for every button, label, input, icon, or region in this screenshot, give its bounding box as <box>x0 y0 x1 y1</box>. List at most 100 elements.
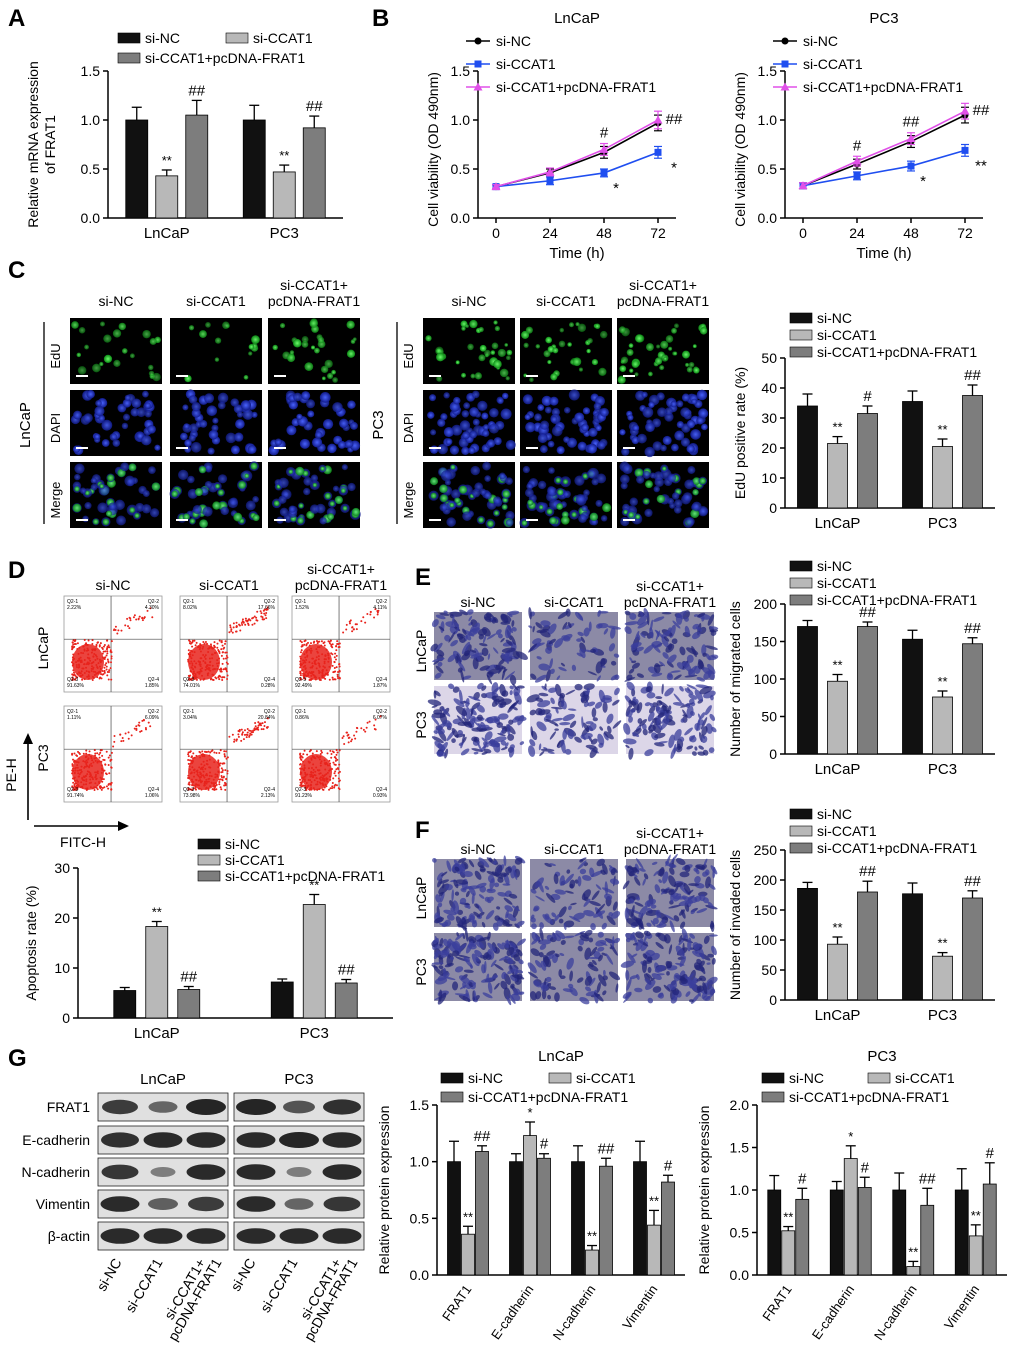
event-dot <box>71 641 74 644</box>
cell-nucleus <box>620 482 628 490</box>
event-dot <box>223 750 226 753</box>
cell-nucleus <box>594 323 601 329</box>
cell-nucleus <box>674 323 679 329</box>
flow-x-arrowhead <box>118 821 129 831</box>
cell-nucleus <box>327 513 335 521</box>
cell-nucleus <box>489 407 499 418</box>
cell-nucleus <box>306 399 316 409</box>
legend-swatch <box>789 808 813 820</box>
event-dot <box>266 608 269 611</box>
cell-nucleus <box>699 327 708 335</box>
cell-nucleus <box>341 464 348 471</box>
event-dot <box>257 728 260 731</box>
significance-mark: # <box>863 388 872 405</box>
event-dot <box>138 724 141 727</box>
event-dot <box>91 639 94 642</box>
event-dot <box>233 738 236 741</box>
transwell-image <box>528 607 621 683</box>
flow-x-label: FITC-H <box>60 834 106 850</box>
quadrant-value: 3.04% <box>183 715 198 721</box>
significance-mark: ** <box>463 1209 473 1224</box>
cell-nucleus <box>235 419 245 429</box>
event-dot <box>104 650 107 653</box>
cell-nucleus <box>478 326 484 333</box>
cell-nucleus <box>575 494 586 505</box>
event-dot <box>219 778 222 781</box>
blot-band <box>236 1132 276 1148</box>
bar <box>302 904 326 1019</box>
cell-nucleus <box>646 343 654 351</box>
event-dot <box>350 740 353 743</box>
cell-nucleus <box>461 372 466 378</box>
column-header: pcDNA-FRAT1 <box>617 293 710 309</box>
panel-label-d: D <box>8 557 25 584</box>
cell-nucleus <box>103 354 113 363</box>
event-dot <box>126 617 129 620</box>
event-cluster <box>188 644 220 680</box>
event-dot <box>191 639 194 642</box>
event-dot <box>110 751 113 754</box>
legend-swatch <box>789 842 813 854</box>
cell-nucleus <box>541 395 552 406</box>
cell-nucleus <box>648 371 653 377</box>
cell-nucleus <box>502 490 510 498</box>
event-dot <box>221 644 224 647</box>
cell-nucleus <box>454 497 461 504</box>
cell-nucleus <box>449 445 460 455</box>
transwell-image <box>620 928 718 1004</box>
event-dot <box>100 677 103 680</box>
event-dot <box>72 781 75 784</box>
event-dot <box>320 749 323 752</box>
event-dot <box>301 644 304 647</box>
event-dot <box>250 731 253 734</box>
cell-nucleus <box>462 431 471 440</box>
cell-nucleus <box>278 477 289 489</box>
blot-band <box>143 1228 183 1244</box>
cell-nucleus <box>347 482 356 492</box>
cell-nucleus <box>563 479 569 485</box>
event-dot <box>135 728 138 731</box>
significance-mark: # <box>986 1145 995 1162</box>
event-dot <box>219 749 222 752</box>
event-dot <box>260 728 263 731</box>
event-dot <box>105 750 108 753</box>
x-tick-label: LnCaP <box>815 1007 861 1024</box>
western-blot: LnCaP PC3 FRAT1 E-cadherin N-cadherin Vimenti… <box>22 1071 365 1343</box>
panel-label-c: C <box>8 257 25 284</box>
event-dot <box>105 665 108 668</box>
event-dot <box>221 676 224 679</box>
cell-nucleus <box>436 352 445 362</box>
event-dot <box>226 678 229 681</box>
cell-nucleus <box>279 507 289 517</box>
cell-nucleus <box>184 439 192 447</box>
legend-entry: si-CCAT1 <box>817 575 877 591</box>
cell-nucleus <box>462 511 472 521</box>
cell-nucleus <box>199 466 207 474</box>
cell-nucleus <box>243 375 249 380</box>
row-header: LnCaP <box>413 630 429 673</box>
cell-nucleus <box>106 510 112 517</box>
cell-nucleus <box>439 503 448 512</box>
cell-nucleus <box>474 372 482 380</box>
cell-nucleus <box>459 420 471 431</box>
column-header: si-CCAT1 <box>544 594 604 610</box>
significance-mark: * <box>848 1129 853 1144</box>
cell-nucleus <box>461 446 470 455</box>
blot-band <box>323 1196 361 1212</box>
cell-nucleus <box>628 343 634 348</box>
cell-nucleus <box>334 495 343 504</box>
event-dot <box>254 721 257 724</box>
cell-nucleus <box>288 469 293 474</box>
cell-nucleus <box>108 502 117 511</box>
event-dot <box>132 616 135 619</box>
blot-band <box>186 1164 226 1180</box>
event-dot <box>91 678 94 681</box>
cell-nucleus <box>656 494 665 504</box>
micrograph <box>423 390 516 456</box>
cell-nucleus <box>445 438 453 446</box>
cell-nucleus <box>653 485 660 493</box>
cell-nucleus <box>544 406 552 414</box>
cell-nucleus <box>680 437 690 447</box>
event-dot <box>96 641 99 644</box>
column-header: si-CCAT1+ <box>636 578 704 594</box>
